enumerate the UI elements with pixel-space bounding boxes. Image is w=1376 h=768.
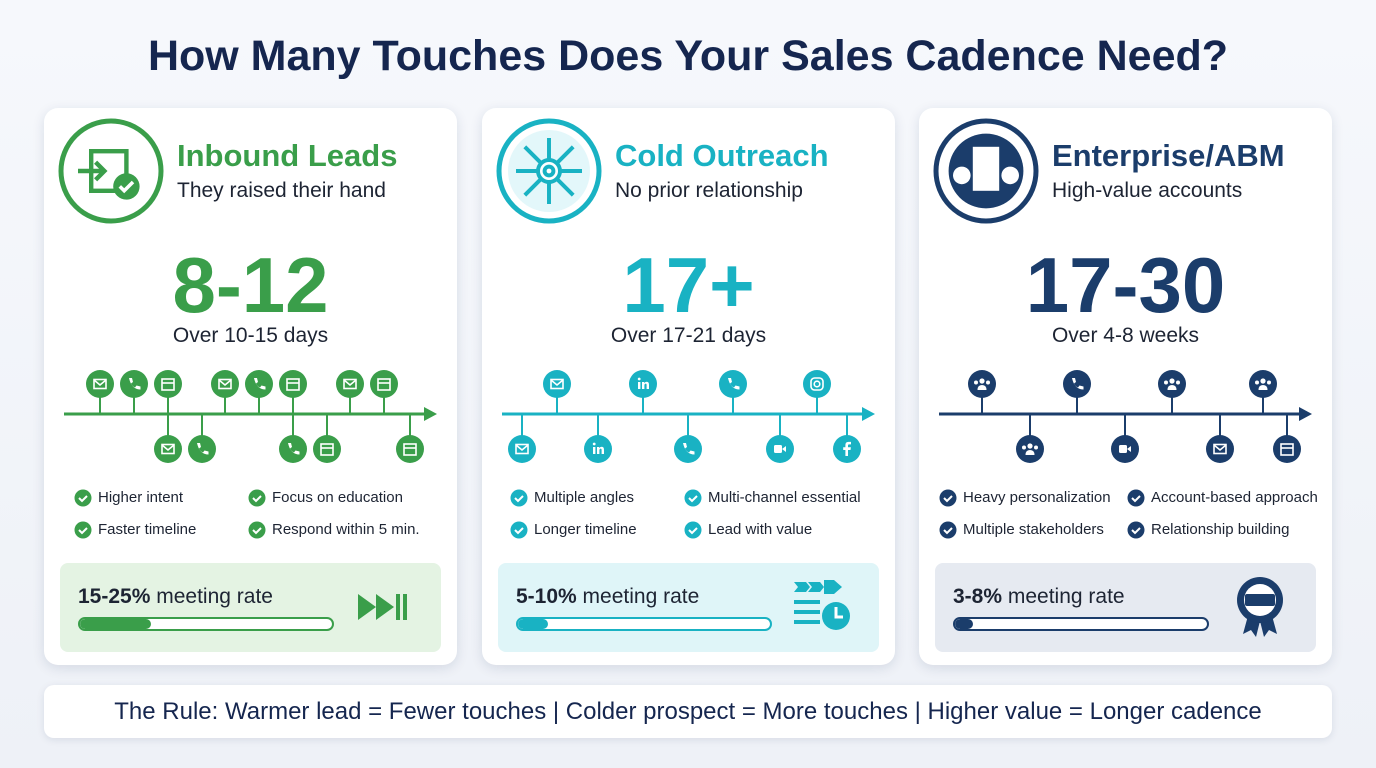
- meeting-rate: 5-10% meeting rate: [516, 585, 699, 609]
- page-title: How Many Touches Does Your Sales Cadence…: [147, 32, 1229, 80]
- check-icon: [939, 489, 957, 507]
- check-icon: [684, 521, 702, 539]
- check-icon: [1127, 489, 1145, 507]
- card: Inbound Leads They raised their hand 8-12 O…: [44, 108, 457, 665]
- touch-icon: [1249, 370, 1277, 414]
- benefit-point: Longer timeline: [510, 521, 637, 539]
- duration: Over 10-15 days: [172, 324, 329, 347]
- badge-icon: [794, 580, 850, 630]
- badge-icon: [358, 594, 407, 620]
- card-subtitle: No prior relationship: [615, 179, 803, 202]
- timeline: [939, 370, 1312, 463]
- touch-count: 8-12: [172, 241, 329, 329]
- meeting-rate-value: 15-25%: [78, 585, 151, 608]
- touch-icon: [1063, 370, 1091, 414]
- meeting-rate-label: meeting rate: [156, 585, 273, 608]
- benefit-point: Faster timeline: [74, 521, 196, 539]
- meeting-box: 5-10% meeting rate: [498, 563, 879, 652]
- touch-icon: [629, 370, 657, 414]
- benefit-point: Multi-channel essential: [684, 489, 861, 507]
- card-icon: [58, 118, 164, 224]
- touch-icon: [803, 370, 831, 414]
- benefit-point: Heavy personalization: [939, 489, 1111, 507]
- benefit-point: Account-based approach: [1127, 489, 1318, 507]
- check-icon: [74, 521, 92, 539]
- check-icon: [74, 489, 92, 507]
- meeting-rate-label: meeting rate: [582, 585, 700, 608]
- duration: Over 4-8 weeks: [1051, 324, 1200, 347]
- touch-icon: [154, 370, 182, 414]
- card: Cold Outreach No prior relationship 17+ Ove…: [482, 108, 895, 665]
- touch-icon: [154, 414, 182, 463]
- benefit-point: Multiple angles: [510, 489, 634, 507]
- touch-icon: [674, 414, 702, 463]
- check-icon: [939, 521, 957, 539]
- progress-fill: [518, 619, 549, 629]
- meeting-rate: 3-8% meeting rate: [953, 585, 1125, 609]
- check-icon: [248, 521, 266, 539]
- touch-icon: [336, 370, 364, 414]
- touch-icon: [968, 370, 996, 414]
- badge-icon: [1237, 577, 1283, 637]
- touch-icon: [1016, 414, 1044, 463]
- card-subtitle: They raised their hand: [177, 179, 386, 202]
- meeting-rate-label: meeting rate: [1007, 585, 1125, 608]
- meeting-rate-value: 3-8%: [953, 585, 1003, 608]
- benefit-point: Respond within 5 min.: [248, 521, 420, 539]
- benefit-point: Multiple stakeholders: [939, 521, 1104, 539]
- card-icon: [933, 118, 1039, 224]
- touch-icon: [543, 370, 571, 414]
- meeting-rate-value: 5-10%: [516, 585, 577, 608]
- card-name: Cold Outreach: [615, 138, 829, 173]
- touch-icon: [211, 370, 239, 414]
- card-name: Inbound Leads: [177, 138, 398, 173]
- progress-bar: [78, 617, 334, 631]
- touch-icon: [1206, 414, 1234, 463]
- benefit-point: Focus on education: [248, 489, 403, 507]
- touch-icon: [1111, 414, 1139, 463]
- card: Enterprise/ABM High-value accounts 17-30 Ov…: [919, 108, 1332, 665]
- check-icon: [1127, 521, 1145, 539]
- touch-icon: [833, 414, 861, 463]
- check-icon: [510, 489, 528, 507]
- timeline: [502, 370, 875, 463]
- touch-icon: [245, 370, 273, 414]
- touch-count: 17-30: [1025, 241, 1226, 329]
- duration: Over 17-21 days: [610, 324, 767, 347]
- meeting-box: 3-8% meeting rate: [935, 563, 1316, 652]
- touch-icon: [120, 370, 148, 414]
- touch-count: 17+: [622, 241, 755, 329]
- touch-icon: [313, 414, 341, 463]
- meeting-box: 15-25% meeting rate: [60, 563, 441, 652]
- benefit-point: Relationship building: [1127, 521, 1289, 539]
- card-icon: [496, 118, 602, 224]
- progress-bar: [516, 617, 772, 631]
- timeline: [64, 370, 437, 463]
- card-subtitle: High-value accounts: [1052, 179, 1243, 202]
- progress-fill: [80, 619, 151, 629]
- touch-icon: [396, 414, 424, 463]
- touch-icon: [1273, 414, 1301, 463]
- benefit-point: Lead with value: [684, 521, 812, 539]
- card-name: Enterprise/ABM: [1052, 138, 1285, 173]
- touch-icon: [279, 414, 307, 463]
- footer-rule: The Rule: Warmer lead = Fewer touches | …: [44, 685, 1332, 738]
- touch-icon: [584, 414, 612, 463]
- touch-icon: [508, 414, 536, 463]
- touch-icon: [86, 370, 114, 414]
- progress-fill: [955, 619, 973, 629]
- touch-icon: [1158, 370, 1186, 414]
- touch-icon: [719, 370, 747, 414]
- meeting-rate: 15-25% meeting rate: [78, 585, 273, 609]
- check-icon: [684, 489, 702, 507]
- touch-icon: [370, 370, 398, 414]
- check-icon: [248, 489, 266, 507]
- benefit-point: Higher intent: [74, 489, 183, 507]
- touch-icon: [188, 414, 216, 463]
- progress-bar: [953, 617, 1209, 631]
- check-icon: [510, 521, 528, 539]
- touch-icon: [766, 414, 794, 463]
- touch-icon: [279, 370, 307, 414]
